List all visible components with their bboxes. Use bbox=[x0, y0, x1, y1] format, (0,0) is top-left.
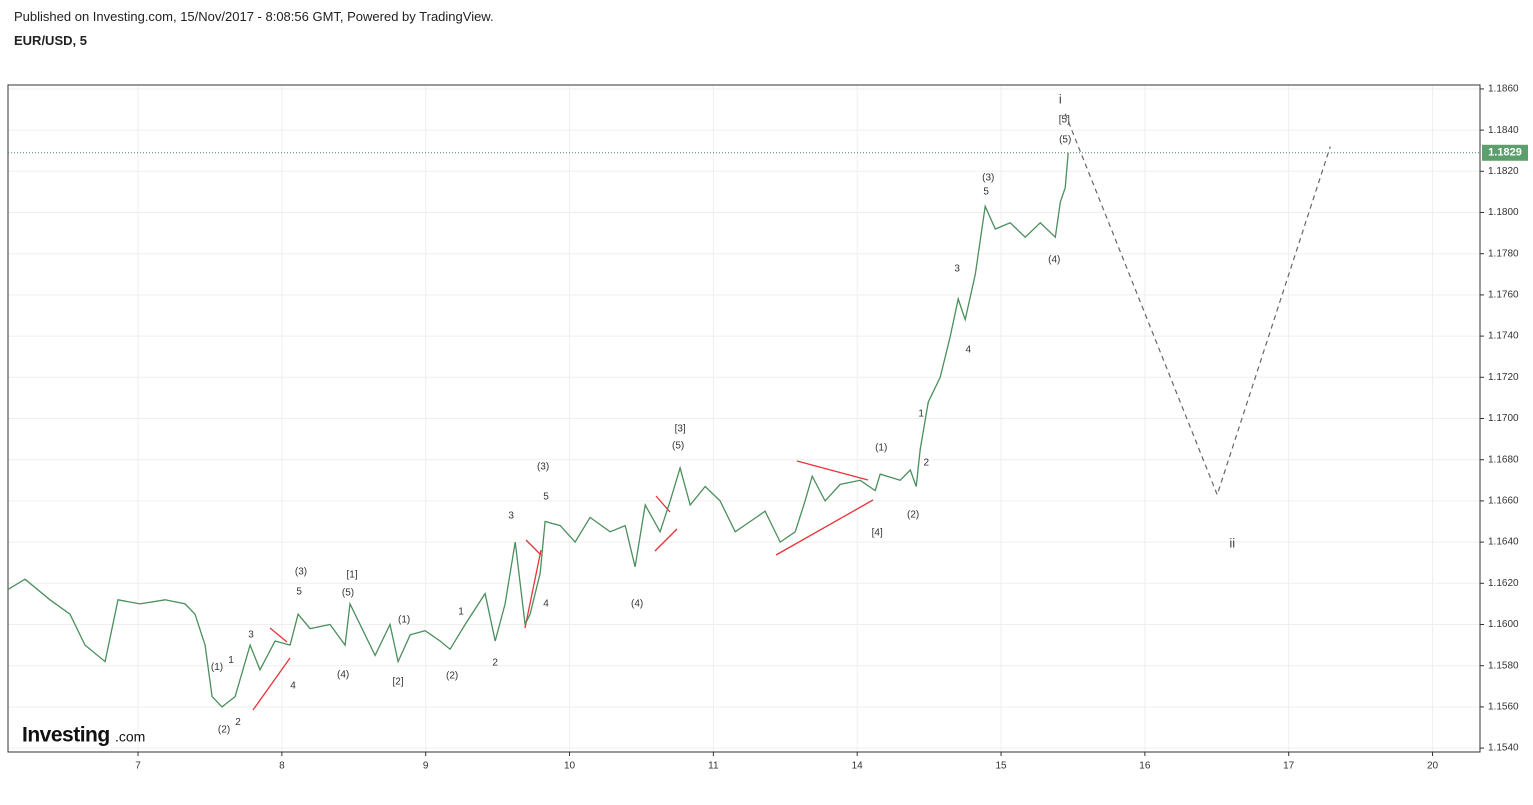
logo-brand: Investing bbox=[22, 724, 110, 747]
wave-label: ii bbox=[1229, 535, 1235, 550]
x-tick-label: 8 bbox=[279, 761, 285, 772]
wave-label: (4) bbox=[337, 670, 349, 681]
wave-label: (3) bbox=[295, 567, 307, 578]
chart: Investing .com 1.1540 1.1560 1.1580 1.1600 1… bbox=[7, 84, 1528, 772]
last-price-box bbox=[1482, 144, 1528, 161]
wave-label: 3 bbox=[954, 264, 960, 275]
y-tick-label: 1.1800 bbox=[1488, 207, 1519, 218]
last-price-label: 1.1829 bbox=[1488, 147, 1522, 159]
wave-label: 1 bbox=[228, 655, 234, 666]
y-tick-label: 1.1840 bbox=[1488, 125, 1519, 136]
wave-label: [4] bbox=[872, 528, 883, 539]
x-tick-label: 10 bbox=[564, 761, 576, 772]
y-tick-label: 1.1740 bbox=[1488, 331, 1519, 342]
wave-label: 3 bbox=[508, 511, 514, 522]
x-tick-label: 16 bbox=[1139, 761, 1151, 772]
logo-suffix: .com bbox=[115, 729, 145, 745]
wave-label: 4 bbox=[543, 599, 549, 610]
wave-label: (3) bbox=[982, 173, 994, 184]
wave-label: (2) bbox=[218, 725, 230, 736]
wave-label: (2) bbox=[446, 671, 458, 682]
trendline bbox=[796, 460, 869, 481]
trendline bbox=[654, 528, 678, 552]
x-tick-label: 9 bbox=[423, 761, 429, 772]
wave-label: (5) bbox=[672, 441, 684, 452]
projection-line bbox=[1064, 113, 1331, 497]
wave-label: 1 bbox=[918, 409, 924, 420]
wave-label: 5 bbox=[296, 587, 302, 598]
wave-label: 3 bbox=[248, 630, 254, 641]
y-tick-label: 1.1660 bbox=[1488, 496, 1519, 507]
y-tick-label: 1.1560 bbox=[1488, 702, 1519, 713]
wave-label: (4) bbox=[1048, 255, 1060, 266]
price-line bbox=[7, 152, 1069, 708]
y-tick-label: 1.1700 bbox=[1488, 413, 1519, 424]
wave-label: [1] bbox=[346, 570, 357, 581]
wave-label: 2 bbox=[235, 717, 241, 728]
wave-label: (1) bbox=[211, 662, 223, 673]
page: {"header": {"published": "Published on I… bbox=[7, 9, 1528, 772]
wave-label: (5) bbox=[1059, 135, 1071, 146]
wave-label: 1 bbox=[458, 607, 464, 618]
x-tick-label: 15 bbox=[995, 761, 1007, 772]
wave-label: (2) bbox=[907, 510, 919, 521]
trendline bbox=[775, 499, 874, 556]
y-tick-label: 1.1760 bbox=[1488, 290, 1519, 301]
trendline bbox=[524, 549, 542, 629]
x-tick-label: 14 bbox=[852, 761, 864, 772]
trendline bbox=[252, 657, 291, 711]
y-tick-label: 1.1680 bbox=[1488, 454, 1519, 465]
y-tick-label: 1.1820 bbox=[1488, 166, 1519, 177]
x-tick-label: 7 bbox=[135, 761, 141, 772]
wave-label: i bbox=[1059, 91, 1062, 106]
y-tick-label: 1.1780 bbox=[1488, 248, 1519, 259]
wave-label: 5 bbox=[543, 492, 549, 503]
trendlines bbox=[252, 460, 874, 711]
trendline bbox=[525, 539, 542, 556]
trendline bbox=[269, 627, 288, 643]
wave-label: 4 bbox=[290, 681, 296, 692]
wave-label: (3) bbox=[537, 462, 549, 473]
wave-label: (1) bbox=[875, 443, 887, 454]
y-tick-label: 1.1640 bbox=[1488, 537, 1519, 548]
y-tick-label: 1.1600 bbox=[1488, 619, 1519, 630]
wave-label: (4) bbox=[631, 599, 643, 610]
wave-label: 5 bbox=[983, 187, 989, 198]
symbol: EUR/USD, 5 bbox=[14, 33, 87, 48]
wave-label: [2] bbox=[393, 677, 404, 688]
wave-label: [5] bbox=[1059, 115, 1070, 126]
y-tick-label: 1.1860 bbox=[1488, 84, 1519, 95]
y-tick-label: 1.1580 bbox=[1488, 660, 1519, 671]
y-tick-label: 1.1620 bbox=[1488, 578, 1519, 589]
wave-label: 4 bbox=[965, 345, 971, 356]
x-tick-label: 17 bbox=[1283, 761, 1295, 772]
published-note: Published on Investing.com, 15/Nov/2017 … bbox=[14, 9, 494, 24]
x-tick-label: 20 bbox=[1427, 761, 1439, 772]
wave-label: [3] bbox=[675, 424, 686, 435]
x-tick-label: 11 bbox=[708, 761, 719, 772]
wave-label: (5) bbox=[342, 588, 354, 599]
wave-label: (1) bbox=[398, 615, 410, 626]
wave-label: 2 bbox=[923, 458, 929, 469]
y-tick-label: 1.1540 bbox=[1488, 743, 1519, 754]
wave-label: 2 bbox=[492, 658, 498, 669]
y-tick-label: 1.1720 bbox=[1488, 372, 1519, 383]
